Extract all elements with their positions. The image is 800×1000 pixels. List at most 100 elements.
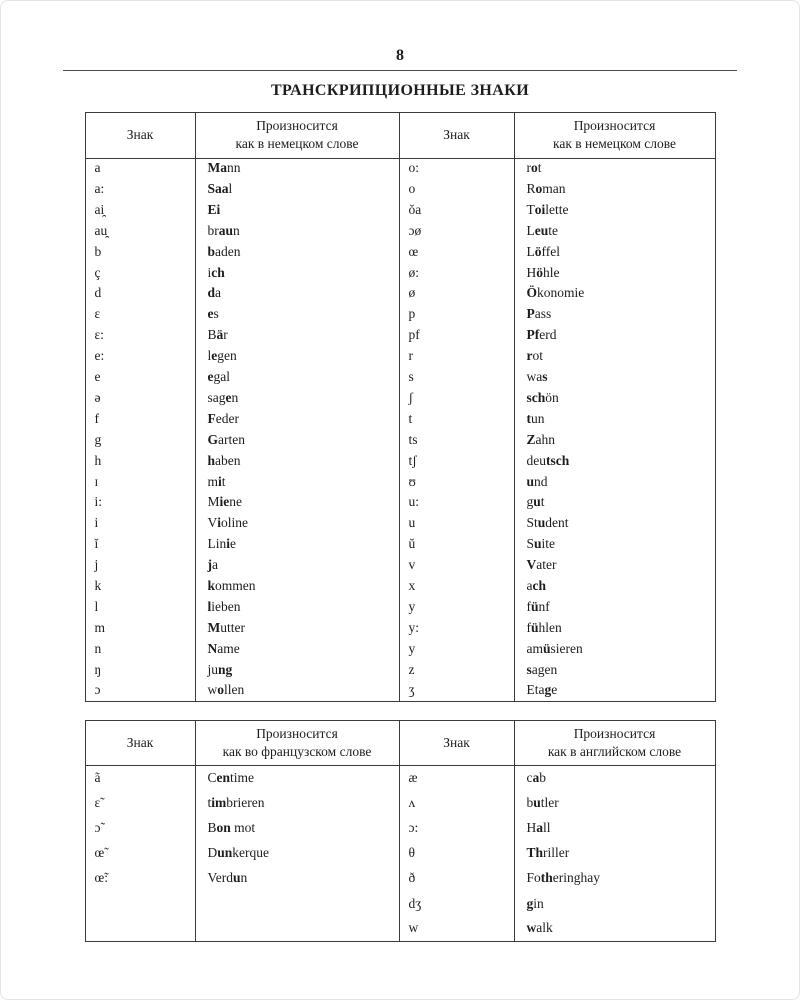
phonetic-sign-cell: u: [398, 492, 514, 514]
table-row: ã Centime æ cab [84, 765, 715, 791]
table-row: œ̃ Dunkerque θ Thriller [84, 841, 715, 867]
example-word-cell: timbrieren [194, 791, 399, 817]
example-word-cell: mit [194, 471, 399, 493]
example-word-cell: Ökonomie [513, 283, 715, 305]
phonetic-sign-cell: ɛ̃ [84, 791, 195, 817]
table-row: ɔ wollen ʒ Etage [84, 680, 715, 702]
table-row: au̯ braun ɔø Leute [84, 220, 715, 242]
phonetic-sign-cell: e: [84, 346, 195, 368]
phonetic-sign-cell: y [398, 596, 514, 618]
table-row: i: Miene u: gut [84, 492, 715, 514]
example-word-cell: Bon mot [194, 816, 399, 842]
phonetic-sign-cell: œ [398, 241, 514, 263]
phonetic-sign-cell: s [398, 367, 514, 388]
example-word-cell: Linie [194, 534, 399, 556]
phonetic-sign-cell: ĭ [84, 534, 195, 556]
pronunciation-column-header: Произносится как в немецком слове [194, 112, 399, 159]
example-word-cell: Hall [513, 816, 715, 842]
example-word-cell: Miene [194, 492, 399, 514]
page-title: ТРАНСКРИПЦИОННЫЕ ЗНАКИ [270, 82, 530, 99]
phonetic-sign-cell: ai̯ [84, 199, 195, 221]
example-word-cell: Pferd [513, 325, 715, 347]
phonetic-sign-cell: θ [398, 841, 514, 867]
example-word-cell: ja [194, 555, 399, 576]
example-word-cell: Fotheringhay [513, 866, 715, 892]
phonetic-sign-cell: œ̃: [84, 866, 195, 892]
example-word-cell: Ei [194, 199, 399, 221]
example-word-cell: ach [513, 575, 715, 597]
table-row: e egal s was [84, 367, 715, 388]
table-row: ə sagen ʃ schön [84, 387, 715, 409]
example-word-cell: lieben [194, 596, 399, 618]
example-word-cell: Name [194, 638, 399, 660]
example-word-cell: was [513, 367, 715, 388]
example-word-cell: kommen [194, 575, 399, 597]
pronunciation-column-header: Произносится как во французском слове [194, 720, 399, 767]
table-row: ɛ̃ timbrieren ʌ butler [84, 791, 715, 817]
phonetic-sign-cell: ɔ [84, 680, 195, 702]
phonetic-sign-cell: d [84, 283, 195, 305]
table-row: l lieben y fünf [84, 596, 715, 618]
example-word-cell: Feder [194, 408, 399, 430]
example-word-cell: butler [513, 791, 715, 817]
example-word-cell: deutsch [513, 450, 715, 472]
example-word-cell: gin [513, 891, 715, 917]
phonetic-sign-cell: ʒ [398, 680, 514, 702]
phonetic-sign-cell: g [84, 429, 195, 451]
phonetic-sign-cell: ɪ [84, 471, 195, 493]
phonetic-sign-cell: ʌ [398, 791, 514, 817]
example-word-cell: baden [194, 241, 399, 263]
phonetic-sign-cell: ŭ [398, 534, 514, 556]
phonetic-sign-cell: u [398, 513, 514, 535]
example-word-cell: da [194, 283, 399, 305]
table-row: h haben tʃ deutsch [84, 450, 715, 472]
phonetic-sign-cell: p [398, 304, 514, 326]
phonetic-sign-cell: ç [84, 262, 195, 284]
table-row: ɛ: Bär pf Pferd [84, 325, 715, 347]
example-word-cell: fünf [513, 596, 715, 618]
phonetic-sign-cell: ŋ [84, 659, 195, 681]
phonetic-sign-cell: e [84, 367, 195, 388]
table-row: i Violine u Student [84, 513, 715, 535]
example-word-cell [194, 891, 399, 917]
example-word-cell: sagen [194, 387, 399, 409]
example-word-cell: Leute [513, 220, 715, 242]
table-row: d da ø Ökonomie [84, 283, 715, 305]
example-word-cell: Höhle [513, 262, 715, 284]
table-row: ɔ̃ Bon mot ɔ: Hall [84, 816, 715, 842]
example-word-cell: Thriller [513, 841, 715, 867]
phonetic-sign-cell: v [398, 555, 514, 576]
table-row: œ̃: Verdun ð Fotheringhay [84, 866, 715, 892]
example-word-cell: Violine [194, 513, 399, 535]
table-row: a: Saal o Roman [84, 179, 715, 200]
sign-column-header: Знак [398, 112, 514, 159]
phonetic-sign-cell [84, 916, 195, 942]
table-header-row: Знак Произносится как в немецком слове Знак… [84, 112, 715, 159]
example-word-cell: Centime [194, 765, 399, 791]
example-word-cell: ich [194, 262, 399, 284]
example-word-cell: wollen [194, 680, 399, 702]
example-word-cell: Etage [513, 680, 715, 702]
example-word-cell: es [194, 304, 399, 326]
example-word-cell: Zahn [513, 429, 715, 451]
phonetic-sign-cell: r [398, 346, 514, 368]
example-word-cell: cab [513, 765, 715, 791]
phonetic-sign-cell: n [84, 638, 195, 660]
example-word-cell: Student [513, 513, 715, 535]
table-row: w walk [84, 916, 715, 942]
phonetic-sign-cell: ə [84, 387, 195, 409]
phonetic-sign-cell: ɔø [398, 220, 514, 242]
phonetic-sign-cell: l [84, 596, 195, 618]
phonetic-sign-cell: x [398, 575, 514, 597]
example-word-cell: schön [513, 387, 715, 409]
phonetic-sign-cell: i: [84, 492, 195, 514]
phonetic-sign-cell: œ̃ [84, 841, 195, 867]
table-row: dʒ gin [84, 891, 715, 917]
example-word-cell: fühlen [513, 617, 715, 639]
example-word-cell: Dunkerque [194, 841, 399, 867]
sign-column-header: Знак [84, 112, 195, 159]
table-header-row: Знак Произносится как во французском слове… [84, 720, 715, 767]
example-word-cell: jung [194, 659, 399, 681]
table-row: ɪ mit ʊ und [84, 471, 715, 493]
